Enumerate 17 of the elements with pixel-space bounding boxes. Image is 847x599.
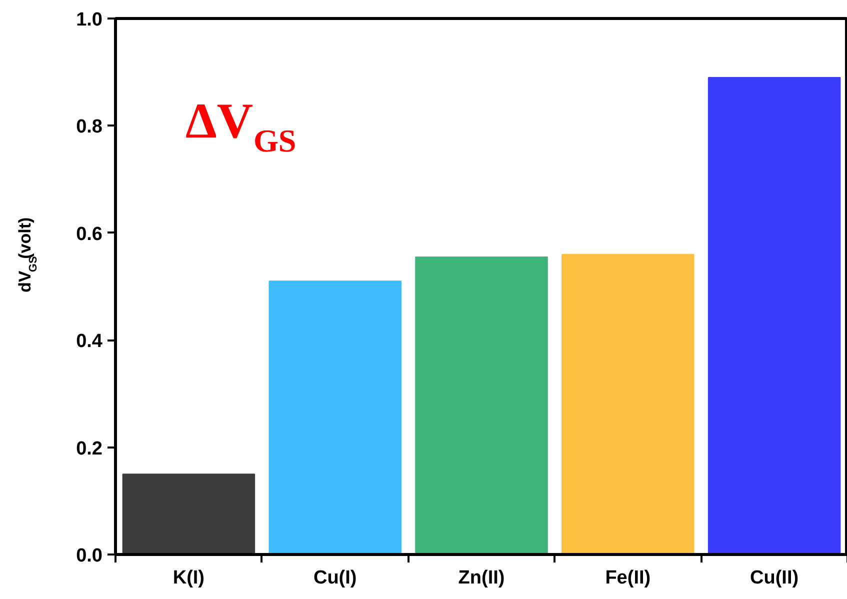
bar <box>415 256 548 554</box>
y-tick-label: 0.2 <box>76 438 103 460</box>
y-tick-label: 1.0 <box>76 10 103 30</box>
x-tick-label: K(I) <box>172 568 205 588</box>
y-tick-label: 0.4 <box>76 331 103 352</box>
x-tick-label: Fe(II) <box>605 568 651 588</box>
x-tick-label: Cu(II) <box>750 568 799 588</box>
bar <box>268 280 402 554</box>
y-tick-label: 0.8 <box>76 116 103 138</box>
y-tick-label: 0.6 <box>76 224 103 245</box>
bar <box>122 474 256 554</box>
x-tick-label: Cu(I) <box>313 568 357 588</box>
bar <box>562 254 694 554</box>
x-tick-label: Zn(II) <box>458 568 505 588</box>
bar <box>708 76 841 554</box>
y-tick-label: 0.0 <box>76 546 103 566</box>
y-axis-title: dVGS(volt) <box>16 217 40 292</box>
